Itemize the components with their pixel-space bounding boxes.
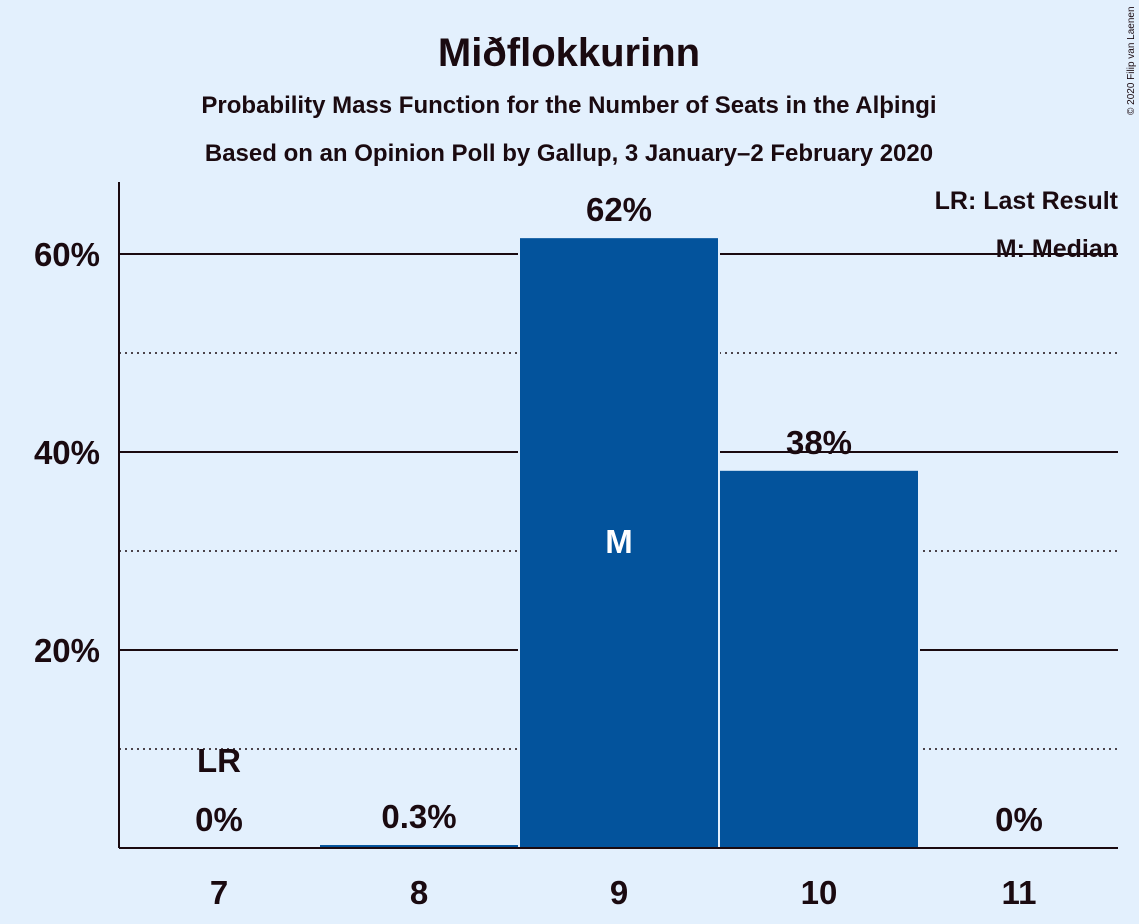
bar-value-label: 62%: [586, 191, 652, 228]
legend-last-result: LR: Last Result: [935, 187, 1119, 215]
chart-title: Miðflokkurinn: [438, 31, 700, 75]
bar-gap-left: [518, 237, 520, 848]
bars: [318, 237, 920, 848]
chart-subtitle-2: Based on an Opinion Poll by Gallup, 3 Ja…: [205, 140, 933, 167]
y-tick-label: 40%: [34, 434, 100, 471]
bar-gap-left: [318, 844, 320, 848]
median-label: M: [605, 523, 633, 560]
bar-gap-right: [918, 469, 920, 848]
x-tick-label: 9: [610, 874, 628, 911]
bar-value-label: 38%: [786, 424, 852, 461]
bar-value-label: 0%: [195, 801, 243, 838]
labels: 20% 40% 60% 0% 7 0.3% 8 62% 9 38% 10 0% 11 LR M: [34, 191, 1043, 911]
x-tick-label: 11: [1002, 874, 1037, 911]
x-tick-label: 10: [801, 874, 838, 911]
y-tick-label: 20%: [34, 632, 100, 669]
bar-value-label: 0.3%: [381, 798, 456, 835]
x-tick-label: 8: [410, 874, 428, 911]
bar-gap-left: [718, 469, 720, 848]
bar: [320, 845, 518, 848]
bar-value-label: 0%: [995, 801, 1043, 838]
bar: [720, 470, 918, 848]
y-tick-label: 60%: [34, 236, 100, 273]
legend-median: M: Median: [996, 235, 1118, 263]
x-tick-label: 7: [210, 874, 228, 911]
chart-subtitle: Probability Mass Function for the Number…: [201, 92, 936, 119]
bar: [520, 238, 718, 848]
copyright-text: © 2020 Filip van Laenen: [1126, 6, 1137, 115]
last-result-label: LR: [197, 742, 241, 779]
